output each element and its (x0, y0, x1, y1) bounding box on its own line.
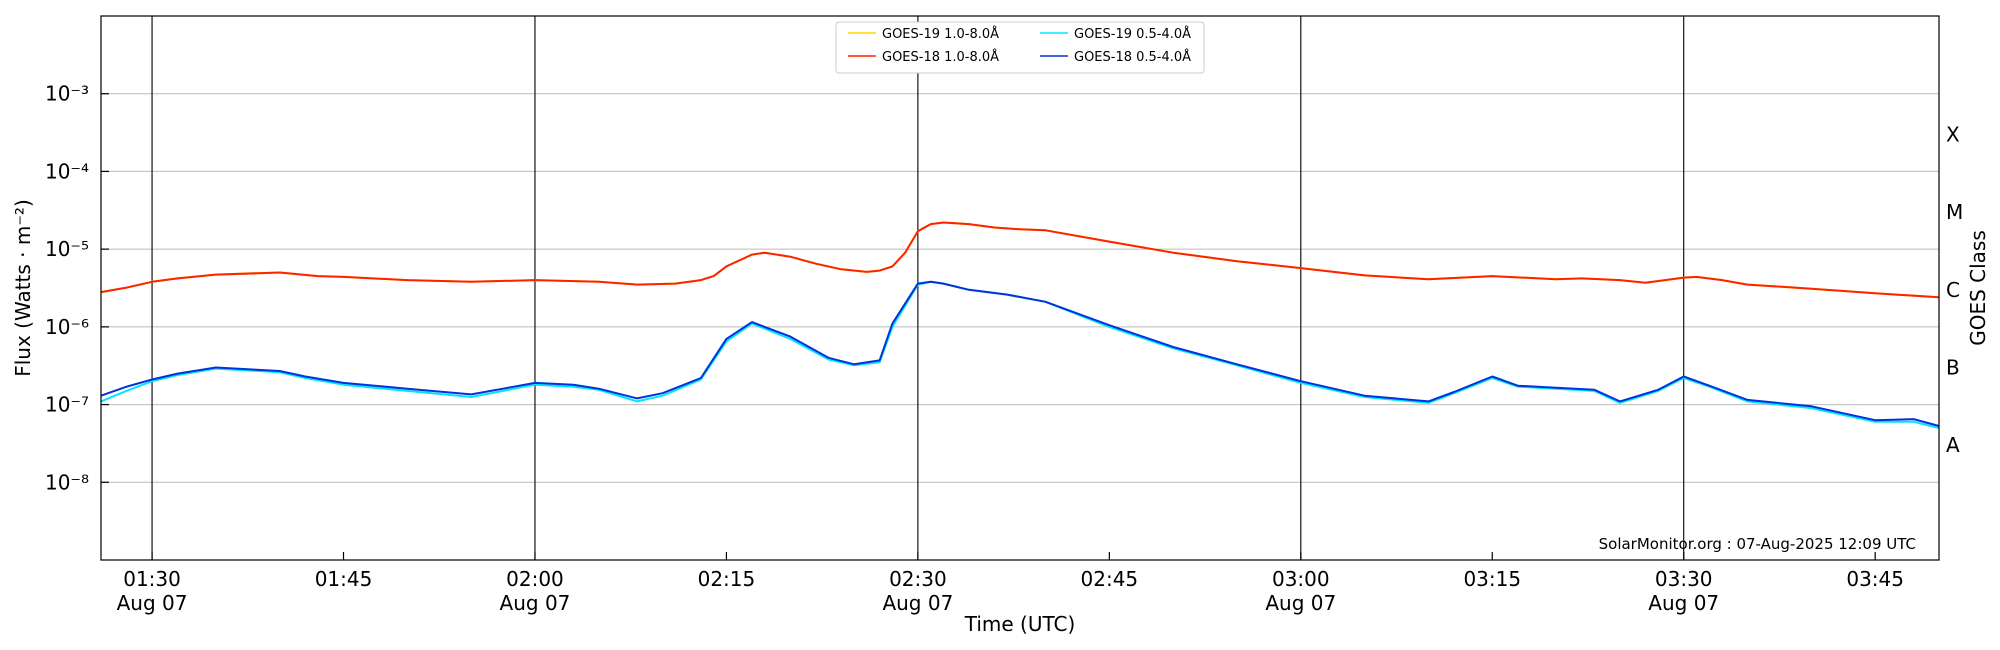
x-tick-label: 03:15 (1463, 567, 1521, 591)
legend: GOES-19 1.0-8.0Å GOES-18 1.0-8.0Å GOES-19 … (835, 21, 1205, 74)
x-tick-date-label: Aug 07 (117, 591, 188, 615)
y-axis-ticks: 10⁻⁸ 10⁻⁷ 10⁻⁶ 10⁻⁵ 10⁻⁴ 10⁻³ (45, 82, 109, 494)
x-tick-date-label: Aug 07 (1648, 591, 1719, 615)
y-tick-label: 10⁻⁴ (45, 159, 89, 183)
goes-class-a: A (1946, 433, 1960, 457)
goes-class-b: B (1946, 355, 1960, 379)
legend-entry: GOES-19 1.0-8.0Å (882, 26, 999, 42)
source-annotation: SolarMonitor.org : 07-Aug-2025 12:09 UTC (1599, 535, 1916, 553)
series-line-0 (100, 221, 1940, 299)
y-axis-label: Flux (Watts · m⁻²) (11, 199, 35, 377)
x-tick-label: 03:30 (1655, 567, 1713, 591)
x-tick-label: 02:30 (889, 567, 947, 591)
series-line-1 (100, 221, 1940, 299)
x-tick-date-label: Aug 07 (1265, 591, 1336, 615)
x-tick-label: 02:45 (1081, 567, 1139, 591)
x-tick-label: 02:15 (698, 567, 756, 591)
x-tick-label: 01:30 (123, 567, 181, 591)
legend-box (835, 21, 1205, 74)
legend-entry: GOES-19 0.5-4.0Å (1074, 26, 1191, 42)
x-axis-label: Time (UTC) (964, 612, 1076, 636)
series-line-3 (100, 280, 1940, 427)
goes-class-c: C (1946, 278, 1960, 302)
plot-series (100, 221, 1940, 429)
x-tick-label: 01:45 (315, 567, 373, 591)
plot-frame (100, 15, 1940, 561)
goes-class-labels: A B C M X (1946, 122, 1963, 457)
y-tick-label: 10⁻⁸ (45, 470, 89, 494)
legend-entry: GOES-18 0.5-4.0Å (1074, 49, 1191, 65)
series-line-2 (100, 280, 1940, 429)
goes-class-m: M (1946, 200, 1963, 224)
x-tick-label: 02:00 (506, 567, 564, 591)
x-tick-date-label: Aug 07 (500, 591, 571, 615)
grid-lines (101, 93, 1939, 483)
y-tick-label: 10⁻⁶ (45, 315, 89, 339)
y-tick-label: 10⁻³ (45, 82, 89, 106)
x-tick-label: 03:00 (1272, 567, 1330, 591)
y-tick-label: 10⁻⁵ (45, 237, 89, 261)
y-axis-right-label: GOES Class (1966, 230, 1990, 346)
legend-entry: GOES-18 1.0-8.0Å (882, 49, 999, 65)
x-tick-date-label: Aug 07 (882, 591, 953, 615)
x-tick-label: 03:45 (1846, 567, 1904, 591)
y-tick-label: 10⁻⁷ (45, 393, 89, 417)
vertical-hour-lines (151, 16, 1685, 560)
goes-class-x: X (1946, 122, 1960, 146)
